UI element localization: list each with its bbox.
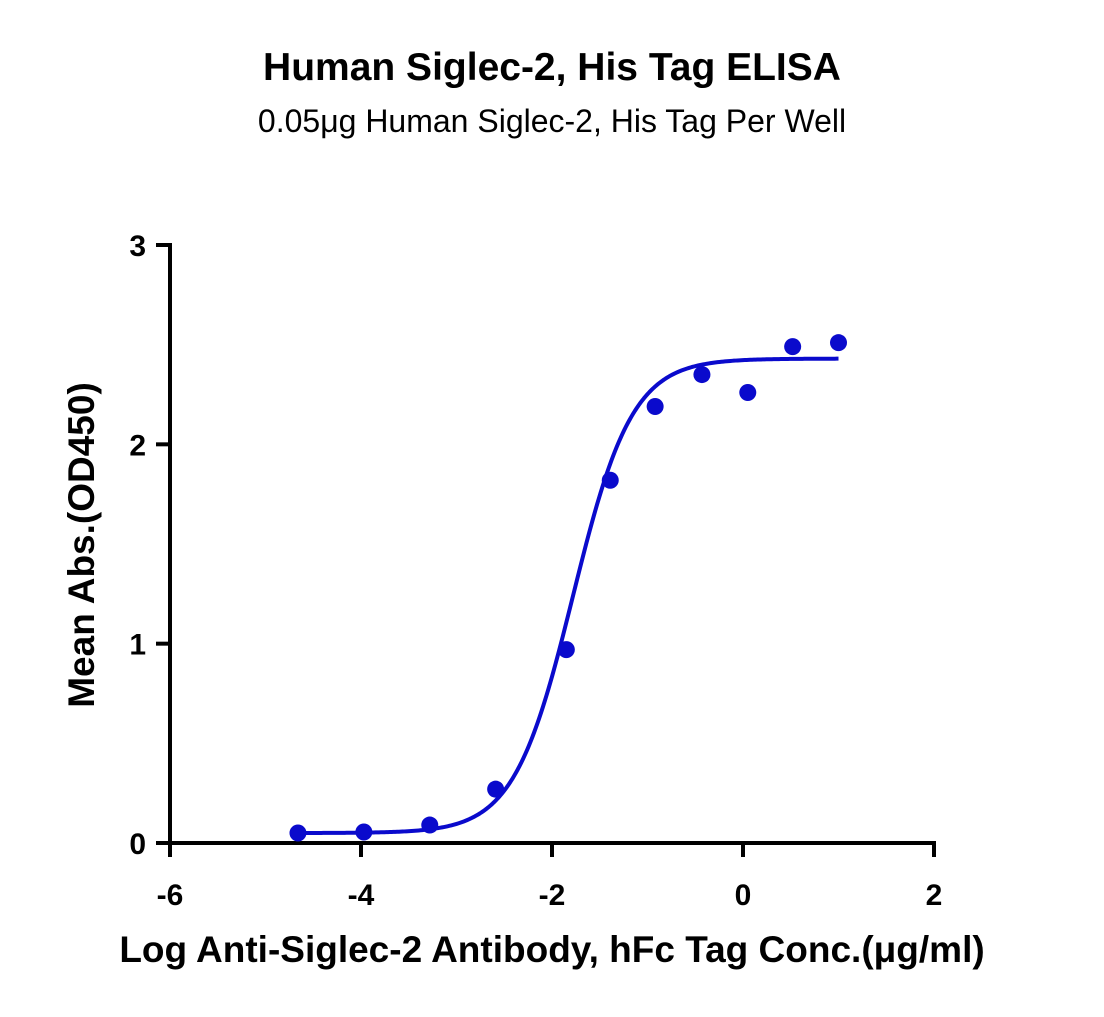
data-point — [421, 816, 439, 834]
x-tick-label: 2 — [926, 879, 943, 912]
x-tick-label: -2 — [539, 879, 566, 912]
fit-curve-group — [297, 356, 839, 835]
data-point — [739, 384, 757, 402]
data-point — [784, 338, 802, 356]
chart-subtitle: 0.05μg Human Siglec-2, His Tag Per Well — [257, 103, 847, 139]
x-tick-label: -6 — [157, 879, 184, 912]
y-tick-label: 3 — [129, 230, 146, 263]
data-point — [487, 780, 505, 798]
fit-curve — [297, 356, 839, 835]
y-tick-label: 1 — [129, 629, 146, 662]
data-point — [601, 471, 619, 489]
x-tick-label: -4 — [348, 879, 375, 912]
y-axis-label: Mean Abs.(OD450) — [61, 382, 102, 708]
chart-title: Human Siglec-2, His Tag ELISA — [263, 46, 841, 89]
data-points — [289, 334, 847, 842]
data-point — [355, 823, 373, 841]
y-tick-label: 2 — [129, 429, 146, 462]
axes: -6 -4 -2 0 2 0 1 2 3 — [129, 230, 942, 912]
data-point — [289, 824, 307, 842]
y-tick-label: 0 — [129, 828, 146, 861]
data-point — [830, 334, 847, 352]
data-point — [646, 397, 664, 415]
data-point — [557, 641, 575, 659]
x-tick-label: 0 — [735, 879, 752, 912]
x-axis-label: Log Anti-Siglec-2 Antibody, hFc Tag Conc… — [119, 929, 984, 970]
data-point — [693, 366, 711, 384]
